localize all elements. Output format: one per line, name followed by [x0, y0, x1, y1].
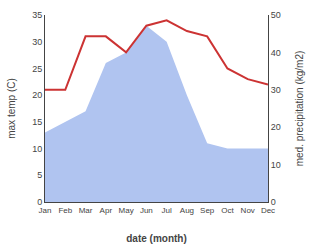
svg-text:40: 40 — [271, 48, 281, 58]
svg-text:Sep: Sep — [200, 206, 215, 215]
svg-text:max temp (C): max temp (C) — [6, 78, 17, 139]
svg-text:Jul: Jul — [162, 206, 172, 215]
svg-text:May: May — [119, 206, 134, 215]
svg-text:25: 25 — [32, 64, 42, 74]
svg-text:30: 30 — [271, 85, 281, 95]
svg-text:Mar: Mar — [79, 206, 93, 215]
svg-text:Aug: Aug — [180, 206, 194, 215]
svg-text:Jan: Jan — [39, 206, 52, 215]
svg-text:0: 0 — [37, 197, 42, 207]
svg-text:5: 5 — [37, 170, 42, 180]
svg-text:10: 10 — [32, 144, 42, 154]
svg-text:15: 15 — [32, 117, 42, 127]
svg-text:20: 20 — [271, 122, 281, 132]
svg-text:30: 30 — [32, 37, 42, 47]
svg-text:med. precipitation (kg/m2): med. precipitation (kg/m2) — [294, 51, 305, 167]
svg-text:Nov: Nov — [241, 206, 255, 215]
svg-text:Feb: Feb — [58, 206, 72, 215]
svg-text:Oct: Oct — [221, 206, 234, 215]
svg-text:Dec: Dec — [261, 206, 275, 215]
svg-text:50: 50 — [271, 10, 281, 20]
svg-text:Jun: Jun — [140, 206, 153, 215]
svg-text:0: 0 — [271, 197, 276, 207]
svg-text:Apr: Apr — [100, 206, 113, 215]
svg-text:20: 20 — [32, 90, 42, 100]
svg-text:date (month): date (month) — [126, 233, 187, 244]
svg-text:10: 10 — [271, 160, 281, 170]
svg-text:35: 35 — [32, 10, 42, 20]
